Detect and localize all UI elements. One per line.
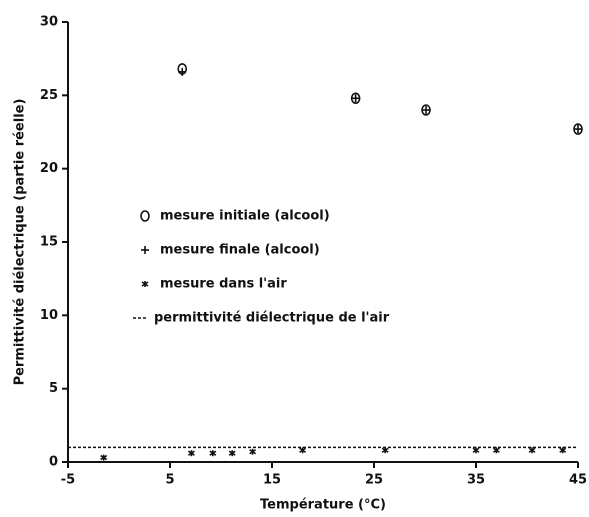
legend-label: mesure dans l'air (160, 277, 287, 292)
y-tick-label: 25 (40, 88, 58, 103)
asterisk-marker (249, 448, 257, 455)
plus-marker (422, 106, 431, 114)
x-tick-label: 45 (569, 473, 587, 488)
asterisk-marker (472, 447, 480, 454)
circle-marker (140, 210, 150, 222)
plus-marker (178, 67, 187, 76)
y-tick-label: 5 (49, 381, 58, 396)
asterisk-marker (100, 454, 108, 461)
x-axis-label: Température (°C) (260, 498, 386, 513)
x-tick-label: 15 (263, 473, 281, 488)
legend-label: mesure initiale (alcool) (160, 209, 330, 224)
legend-label: mesure finale (alcool) (160, 243, 320, 258)
asterisk-marker (299, 447, 307, 454)
asterisk-marker (141, 281, 149, 287)
asterisk-marker (559, 447, 567, 454)
y-tick-label: 10 (40, 308, 58, 323)
y-tick-label: 30 (40, 15, 58, 30)
y-tick-label: 20 (40, 161, 58, 176)
y-axis-label: Permittivité diélectrique (partie réelle… (13, 99, 28, 386)
y-tick-label: 15 (40, 235, 58, 250)
x-tick-label: 25 (365, 473, 383, 488)
circle (140, 210, 150, 222)
asterisk-marker (381, 447, 389, 454)
x-tick-label: -5 (61, 473, 75, 488)
plus-marker (141, 246, 149, 254)
asterisk-marker (492, 447, 500, 454)
legend-label: permittivité diélectrique de l'air (154, 311, 390, 326)
x-tick-label: 5 (165, 473, 174, 488)
plus-marker (574, 125, 582, 134)
asterisk-marker (187, 450, 195, 457)
asterisk-marker (228, 450, 236, 457)
asterisk-marker (209, 450, 217, 457)
x-tick-label: 35 (467, 473, 485, 488)
asterisk-marker (528, 447, 536, 454)
y-tick-label: 0 (49, 455, 58, 470)
plus-marker (351, 94, 360, 103)
